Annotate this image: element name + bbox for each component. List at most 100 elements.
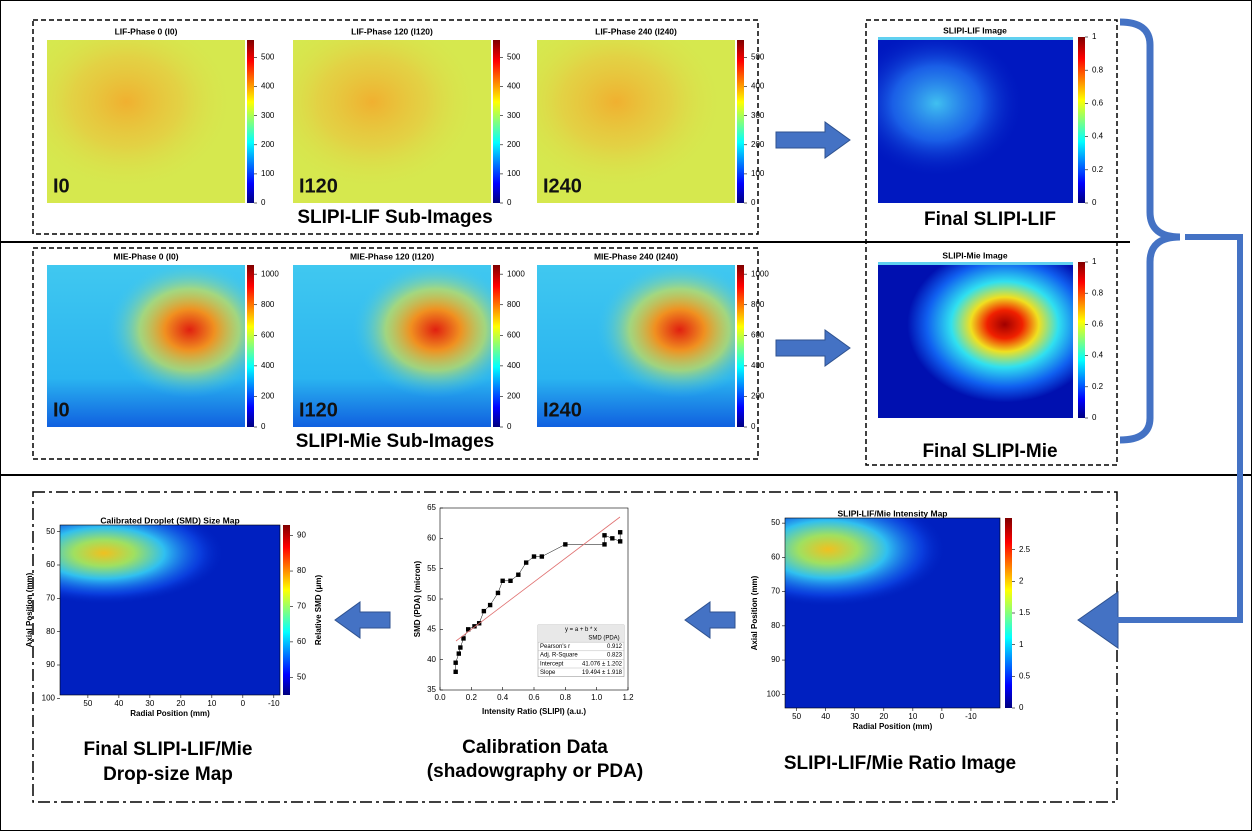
- y-tick-label: 70: [46, 593, 55, 602]
- heatmap-blob: [47, 265, 245, 427]
- x-tick-label: 50: [792, 712, 801, 721]
- colorbar: [493, 40, 500, 203]
- data-point: [602, 542, 606, 546]
- colorbar-tick-label: 600: [261, 330, 275, 339]
- x-tick-label: 0.0: [434, 693, 446, 702]
- x-tick-label: 1.0: [591, 693, 603, 702]
- colorbar-tick-label: 0: [261, 198, 266, 207]
- colorbar-tick-label: 0.5: [1019, 671, 1031, 680]
- image-label: I120: [299, 175, 338, 197]
- colorbar-tick-label: 800: [261, 300, 275, 309]
- colorbar-tick-label: 0.2: [1092, 382, 1104, 391]
- data-point: [602, 533, 606, 537]
- colorbar-tick-label: 0: [261, 422, 266, 431]
- colorbar-tick-label: 500: [751, 53, 765, 62]
- arrow: [335, 602, 390, 638]
- data-point: [532, 554, 536, 558]
- data-point: [488, 603, 492, 607]
- x-tick-label: 50: [83, 699, 92, 708]
- colorbar-tick-label: 1: [1019, 640, 1024, 649]
- table-cell: Slope: [540, 670, 556, 676]
- y-tick-label: 50: [427, 594, 436, 603]
- colorbar-tick-label: 300: [751, 111, 765, 120]
- table-cell: Adj. R-Square: [540, 653, 578, 659]
- data-point: [618, 530, 622, 534]
- colorbar-tick-label: 100: [751, 169, 765, 178]
- colorbar: [247, 265, 254, 427]
- image-title: LIF-Phase 120 (I120): [351, 26, 433, 36]
- arrow-head: [1078, 592, 1118, 648]
- x-tick-label: 0.2: [466, 693, 478, 702]
- colorbar-tick-label: 200: [751, 392, 765, 401]
- data-point: [453, 661, 457, 665]
- caption: Final SLIPI-LIF: [924, 209, 1056, 230]
- colorbar-tick-label: 0: [507, 198, 512, 207]
- image-title: LIF-Phase 0 (I0): [115, 26, 178, 36]
- table-cell: 41.076 ± 1.202: [582, 661, 623, 667]
- colorbar-tick-label: 800: [507, 300, 521, 309]
- y-axis-label: SMD (PDA) (micron): [413, 560, 422, 637]
- colorbar-tick-label: 0: [751, 422, 756, 431]
- y-tick-label: 50: [46, 527, 55, 536]
- heatmap-blob: [878, 37, 1073, 203]
- colorbar: [1005, 518, 1012, 708]
- caption: Calibration Data: [462, 737, 608, 758]
- caption: SLIPI-LIF Sub-Images: [297, 207, 492, 228]
- y-tick-label: 90: [771, 655, 780, 664]
- arrow: [776, 330, 850, 366]
- colorbar-tick-label: 0.6: [1092, 99, 1104, 108]
- data-point: [618, 539, 622, 543]
- x-tick-label: 0.8: [560, 693, 572, 702]
- image-title: MIE-Phase 120 (I120): [350, 251, 434, 261]
- colorbar-tick-label: 0: [1092, 413, 1097, 422]
- x-tick-label: 20: [176, 699, 185, 708]
- colorbar-tick-label: 0.2: [1092, 165, 1104, 174]
- data-point: [563, 542, 567, 546]
- colorbar-tick-label: 2.5: [1019, 545, 1031, 554]
- y-axis-label: Axial Position (mm): [750, 575, 759, 650]
- colorbar-tick-label: 1000: [507, 269, 525, 278]
- colorbar-tick-label: 0: [751, 198, 756, 207]
- data-point: [453, 670, 457, 674]
- colorbar-tick-label: 200: [507, 140, 521, 149]
- y-tick-label: 100: [42, 693, 56, 702]
- y-tick-label: 70: [771, 587, 780, 596]
- colorbar-label: Relative SMD (μm): [314, 575, 323, 646]
- x-tick-label: 0: [241, 699, 246, 708]
- colorbar-tick-label: 1000: [751, 269, 769, 278]
- colorbar-tick-label: 0: [1092, 198, 1097, 207]
- workflow-figure: LIF-Phase 0 (I0)I00100200300400500LIF-Ph…: [0, 0, 1252, 831]
- y-tick-label: 60: [771, 552, 780, 561]
- data-point: [508, 579, 512, 583]
- y-tick-label: 80: [46, 627, 55, 636]
- image-label: I0: [53, 175, 70, 197]
- colorbar-tick-label: 400: [507, 361, 521, 370]
- colorbar-tick-label: 100: [261, 169, 275, 178]
- colorbar-tick-label: 200: [751, 140, 765, 149]
- data-point: [496, 591, 500, 595]
- table-cell: 19.494 ± 1.918: [582, 670, 623, 676]
- x-tick-label: 0: [940, 712, 945, 721]
- arrow: [776, 122, 850, 158]
- colorbar-tick-label: 800: [751, 300, 765, 309]
- content: LIF-Phase 0 (I0)I00100200300400500LIF-Ph…: [25, 25, 1104, 731]
- y-tick-label: 40: [427, 655, 436, 664]
- table-cell: Pearson's r: [540, 644, 570, 650]
- y-tick-label: 65: [427, 503, 436, 512]
- colorbar: [1078, 262, 1085, 418]
- table-cell: 0.823: [607, 653, 623, 659]
- colorbar-tick-label: 400: [261, 361, 275, 370]
- data-point: [500, 579, 504, 583]
- heatmap-blob: [878, 262, 1073, 418]
- data-point: [458, 645, 462, 649]
- y-tick-label: 55: [427, 564, 436, 573]
- caption: Final SLIPI-Mie: [922, 441, 1057, 462]
- colorbar-tick-label: 0.6: [1092, 320, 1104, 329]
- colorbar-tick-label: 1.5: [1019, 608, 1031, 617]
- data-point: [516, 573, 520, 577]
- image-title: MIE-Phase 0 (I0): [113, 251, 178, 261]
- x-axis-label: Radial Position (mm): [853, 722, 933, 731]
- colorbar-tick-label: 400: [507, 82, 521, 91]
- data-point: [524, 560, 528, 564]
- x-axis-label: Radial Position (mm): [130, 709, 210, 718]
